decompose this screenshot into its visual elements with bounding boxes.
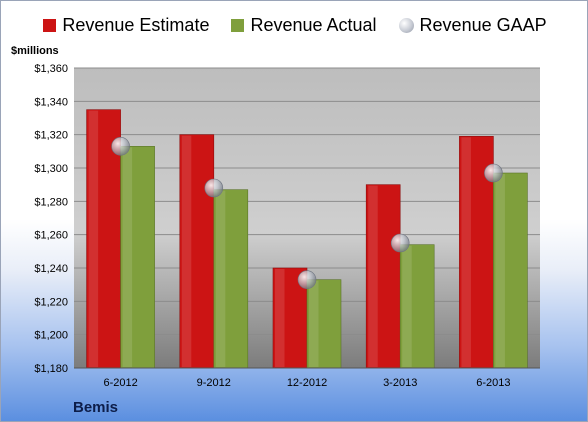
bars xyxy=(86,109,528,369)
x-tick-label: 6-2012 xyxy=(103,377,137,389)
legend-item-revenue-estimate: Revenue Estimate xyxy=(43,15,209,36)
y-axis-tick-labels: $1,180 $1,200 $1,220 $1,240 $1,260 $1,280 $1,3… xyxy=(34,63,68,375)
x-tick-label: 9-2012 xyxy=(197,377,231,389)
legend-label-estimate: Revenue Estimate xyxy=(62,15,210,35)
legend-item-revenue-actual: Revenue Actual xyxy=(231,15,377,36)
x-axis-tick-labels: 6-2012 9-2012 12-2012 3-2013 6-2013 xyxy=(74,367,540,389)
bar-highlight-actual xyxy=(495,174,505,367)
bar-highlight-actual xyxy=(122,147,133,367)
bar-revenue-actual xyxy=(399,244,435,369)
legend-swatch-actual xyxy=(231,19,245,32)
x-tick-label: 3-2013 xyxy=(383,377,417,389)
bar-highlight-actual xyxy=(309,280,319,367)
y-tick-label: $1,280 xyxy=(34,196,68,208)
y-tick-label: $1,340 xyxy=(34,96,68,108)
legend-item-revenue-gaap: Revenue GAAP xyxy=(398,15,547,36)
marker-revenue-gaap xyxy=(204,178,224,198)
bar-revenue-actual xyxy=(306,279,342,369)
legend-swatch-gaap xyxy=(398,18,414,33)
y-tick-label: $1,220 xyxy=(34,296,68,308)
x-tick-label: 12-2012 xyxy=(287,377,327,389)
bar-highlight-estimate xyxy=(88,110,99,368)
y-tick-label: $1,200 xyxy=(34,330,68,342)
legend-label-actual: Revenue Actual xyxy=(250,15,377,35)
bar-revenue-estimate xyxy=(179,134,215,369)
marker-revenue-gaap xyxy=(484,163,503,183)
bar-highlight-estimate xyxy=(181,135,192,367)
bar-highlight-actual xyxy=(402,245,412,367)
x-tick-label: 6-2013 xyxy=(476,377,510,389)
y-tick-label: $1,240 xyxy=(34,263,68,275)
y-tick-label: $1,360 xyxy=(34,63,68,75)
legend-swatch-estimate xyxy=(43,19,57,32)
marker-revenue-gaap xyxy=(297,270,317,289)
legend: Revenue Estimate Revenue Actual Revenue … xyxy=(1,15,588,36)
bar-highlight-actual xyxy=(215,190,226,367)
marker-revenue-gaap xyxy=(390,233,410,253)
legend-label-gaap: Revenue GAAP xyxy=(419,15,547,35)
bar-highlight-estimate xyxy=(275,269,285,367)
y-tick-label: $1,320 xyxy=(34,130,68,142)
bar-revenue-actual xyxy=(213,189,249,369)
marker-revenue-gaap xyxy=(111,137,130,156)
y-tick-label: $1,300 xyxy=(34,163,68,175)
y-tick-label: $1,180 xyxy=(34,363,68,375)
bar-revenue-actual xyxy=(493,172,528,369)
bar-highlight-estimate xyxy=(461,137,471,367)
company-label: Bemis xyxy=(73,399,119,416)
y-tick-label: $1,260 xyxy=(34,230,68,242)
bar-highlight-estimate xyxy=(368,185,378,367)
gaap-markers xyxy=(111,137,503,289)
y-axis-unit-label: $millions xyxy=(11,45,59,57)
